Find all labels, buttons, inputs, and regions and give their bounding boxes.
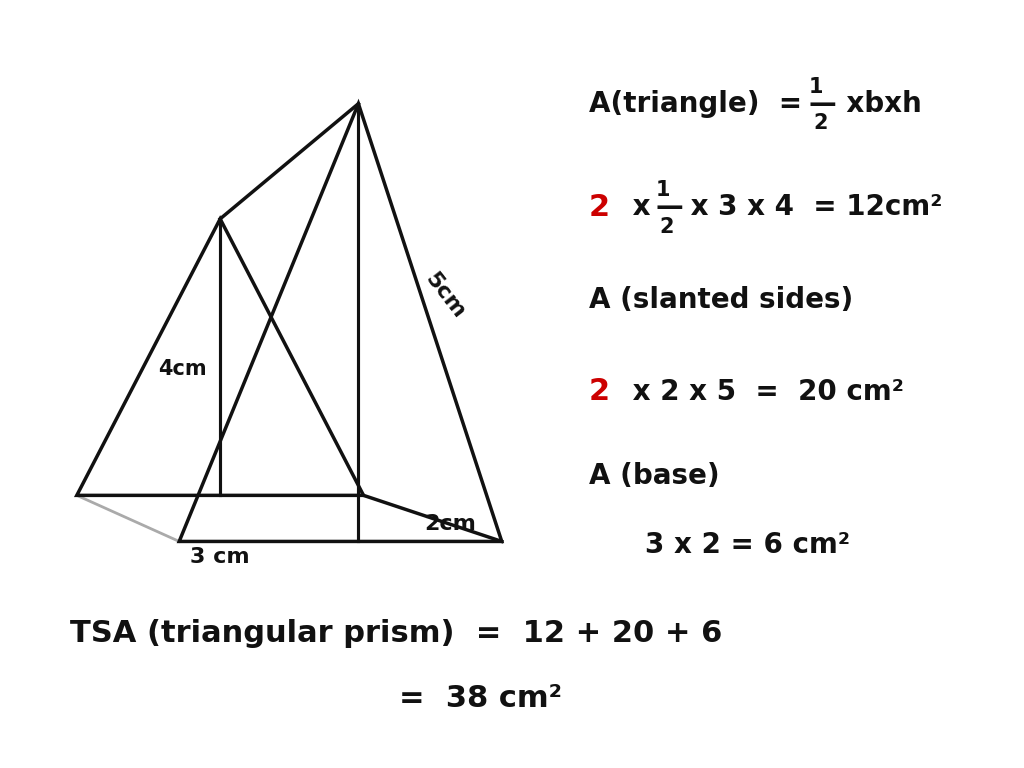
Text: A(triangle)  =: A(triangle) = — [589, 90, 812, 118]
Text: x 2 x 5  =  20 cm²: x 2 x 5 = 20 cm² — [623, 378, 903, 406]
Text: 3 cm: 3 cm — [190, 547, 250, 567]
Text: TSA (triangular prism)  =  12 + 20 + 6: TSA (triangular prism) = 12 + 20 + 6 — [70, 619, 722, 648]
Text: 4cm: 4cm — [158, 359, 207, 379]
Text: 5cm: 5cm — [422, 269, 469, 323]
Text: — xbxh: — xbxh — [809, 90, 922, 118]
Text: —: — — [655, 194, 683, 221]
Text: x: x — [623, 194, 670, 221]
Text: 2: 2 — [589, 193, 610, 222]
Text: 2: 2 — [589, 377, 610, 406]
Text: A (base): A (base) — [589, 462, 720, 490]
Text: 1: 1 — [655, 180, 670, 200]
Text: 2: 2 — [813, 113, 827, 133]
Text: 3 x 2 = 6 cm²: 3 x 2 = 6 cm² — [645, 531, 850, 559]
Text: =  38 cm²: = 38 cm² — [399, 684, 562, 713]
Text: 2cm: 2cm — [425, 514, 476, 534]
Text: x 3 x 4  = 12cm²: x 3 x 4 = 12cm² — [681, 194, 942, 221]
Text: 1: 1 — [809, 77, 823, 97]
Text: A (slanted sides): A (slanted sides) — [589, 286, 853, 313]
Text: 2: 2 — [659, 217, 674, 237]
